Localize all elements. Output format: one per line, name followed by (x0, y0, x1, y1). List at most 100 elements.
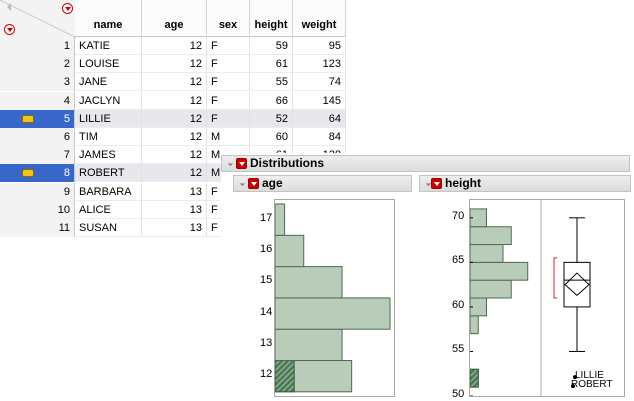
age-bar-17 (274, 203, 286, 236)
height-title: height (445, 176, 481, 190)
cell-sex[interactable]: F (207, 109, 250, 128)
cell-name[interactable]: LOUISE (75, 55, 142, 74)
cell-height[interactable]: 52 (250, 109, 293, 128)
height-tick-label: 65 (452, 254, 465, 267)
row-number[interactable]: 1 (0, 37, 75, 55)
distributions-menu-icon[interactable] (236, 158, 247, 169)
distributions-outline-bar[interactable]: Distributions (221, 155, 630, 172)
disclosure-icon[interactable] (236, 177, 246, 187)
cell-height[interactable]: 66 (250, 91, 293, 110)
cell-weight[interactable]: 84 (293, 128, 346, 146)
height-histogram (469, 200, 591, 397)
age-bar-13 (274, 328, 343, 361)
cell-height[interactable]: 60 (250, 128, 293, 146)
row-number[interactable]: 10 (0, 200, 75, 219)
cell-name[interactable]: KATIE (75, 37, 142, 55)
cell-weight[interactable]: 74 (293, 73, 346, 92)
column-header-label: height (254, 19, 288, 31)
cell-name[interactable]: LILLIE (75, 109, 142, 128)
table-row[interactable]: 10 ALICE 13 F (0, 200, 346, 219)
outlier-point (571, 384, 575, 389)
row-number[interactable]: 11 (0, 219, 75, 237)
age-outline-bar[interactable]: age (233, 175, 412, 192)
column-header-sex[interactable]: sex (207, 0, 250, 37)
cell-age[interactable]: 13 (142, 182, 207, 201)
cell-height[interactable]: 59 (250, 37, 293, 55)
height-plot-frame (469, 199, 625, 397)
age-bar-14 (274, 297, 391, 330)
column-header-name[interactable]: name (75, 0, 142, 37)
age-bar-15 (274, 266, 343, 299)
column-header-label: name (93, 19, 123, 31)
age-tick-label: 17 (260, 211, 273, 224)
column-header-label: sex (218, 19, 238, 31)
row-number[interactable]: 4 (0, 91, 75, 110)
age-bar-selected-12 (274, 360, 295, 393)
table-row[interactable]: 3 JANE 12 F 55 74 (0, 73, 346, 92)
table-row[interactable]: 4 JACLYN 12 F 66 145 (0, 91, 346, 110)
table-row[interactable]: 5 LILLIE 12 F 52 64 (0, 109, 346, 128)
shortest-half-bracket (553, 257, 557, 299)
cell-weight[interactable]: 64 (293, 109, 346, 128)
height-tick-label: 70 (452, 209, 465, 222)
cell-age[interactable]: 12 (142, 164, 207, 183)
row-number[interactable]: 9 (0, 182, 75, 201)
mean-diamond (564, 272, 590, 296)
row-number[interactable]: 8 (0, 164, 75, 183)
height-tick-label: 55 (452, 343, 465, 356)
age-tick-label: 15 (260, 274, 273, 287)
cell-age[interactable]: 12 (142, 109, 207, 128)
cell-weight[interactable]: 145 (293, 91, 346, 110)
cell-age[interactable]: 13 (142, 200, 207, 219)
column-header-label: weight (301, 19, 337, 31)
height-menu-icon[interactable] (431, 178, 442, 189)
cell-height[interactable]: 55 (250, 73, 293, 92)
height-bar-selected-51 (469, 368, 479, 388)
row-number[interactable]: 5 (0, 109, 75, 128)
height-tick-label: 50 (452, 388, 465, 400)
cell-age[interactable]: 12 (142, 91, 207, 110)
table-row[interactable]: 2 LOUISE 12 F 61 123 (0, 55, 346, 74)
cell-name[interactable]: TIM (75, 128, 142, 146)
cell-age[interactable]: 12 (142, 73, 207, 92)
box (563, 261, 591, 308)
column-header-height[interactable]: height (250, 0, 293, 37)
rows-menu-icon[interactable] (4, 24, 15, 35)
cell-sex[interactable]: F (207, 73, 250, 92)
cell-name[interactable]: SUSAN (75, 219, 142, 237)
cell-sex[interactable]: F (207, 37, 250, 55)
disclosure-icon[interactable] (224, 157, 234, 167)
row-number[interactable]: 3 (0, 73, 75, 92)
height-outline-bar[interactable]: height (419, 175, 631, 192)
cell-age[interactable]: 12 (142, 55, 207, 74)
cell-sex[interactable]: M (207, 128, 250, 146)
columns-menu-icon[interactable] (62, 3, 73, 14)
cell-age[interactable]: 12 (142, 146, 207, 165)
cell-name[interactable]: JANE (75, 73, 142, 92)
cell-age[interactable]: 12 (142, 37, 207, 55)
row-number[interactable]: 2 (0, 55, 75, 74)
height-tick-label: 60 (452, 298, 465, 311)
cell-name[interactable]: BARBARA (75, 182, 142, 201)
cell-age[interactable]: 13 (142, 219, 207, 237)
cell-name[interactable]: ALICE (75, 200, 142, 219)
cell-name[interactable]: ROBERT (75, 164, 142, 183)
cell-name[interactable]: JAMES (75, 146, 142, 165)
cell-sex[interactable]: F (207, 91, 250, 110)
age-menu-icon[interactable] (248, 178, 259, 189)
cell-age[interactable]: 12 (142, 128, 207, 146)
column-header-weight[interactable]: weight (293, 0, 346, 37)
age-histogram-frame (274, 199, 395, 397)
cell-name[interactable]: JACLYN (75, 91, 142, 110)
cell-sex[interactable]: F (207, 55, 250, 74)
disclosure-icon[interactable] (422, 177, 432, 187)
table-row[interactable]: 6 TIM 12 M 60 84 (0, 128, 346, 146)
height-bar-61 (469, 279, 512, 299)
table-row[interactable]: 1 KATIE 12 F 59 95 (0, 37, 346, 55)
row-number[interactable]: 6 (0, 128, 75, 146)
column-header-age[interactable]: age (142, 0, 207, 37)
cell-weight[interactable]: 95 (293, 37, 346, 55)
cell-weight[interactable]: 123 (293, 55, 346, 74)
row-number[interactable]: 7 (0, 146, 75, 165)
cell-height[interactable]: 61 (250, 55, 293, 74)
